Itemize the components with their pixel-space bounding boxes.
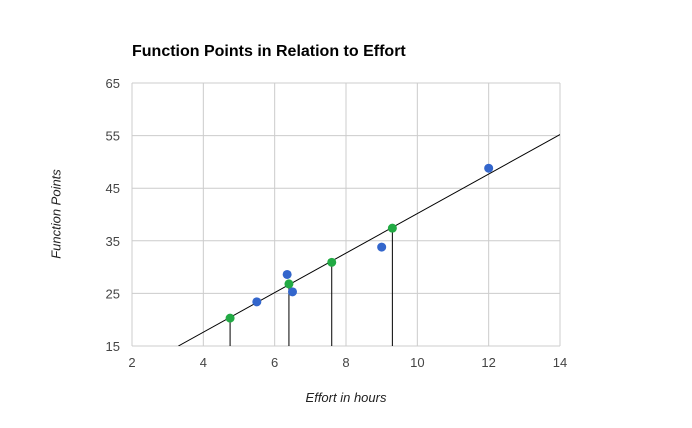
x-axis-label: Effort in hours — [305, 390, 387, 405]
chart-title: Function Points in Relation to Effort — [132, 43, 406, 60]
blue-data-point — [252, 297, 262, 307]
green-data-point — [225, 313, 235, 323]
y-axis-label: Function Points — [48, 169, 64, 259]
y-tick-label: 25 — [106, 286, 120, 301]
y-tick-label: 45 — [106, 181, 120, 196]
y-tick-label: 55 — [106, 129, 120, 144]
trendline — [178, 134, 560, 346]
blue-data-point — [288, 287, 297, 297]
green-data-point — [284, 279, 294, 289]
green-data-point — [387, 223, 397, 233]
x-tick-label: 12 — [481, 355, 495, 370]
x-tick-label: 14 — [553, 355, 567, 370]
y-tick-label: 65 — [106, 76, 120, 91]
x-tick-label: 8 — [342, 355, 349, 370]
blue-data-point — [282, 269, 292, 279]
y-tick-label: 15 — [106, 339, 120, 354]
blue-data-point — [484, 163, 494, 173]
blue-data-point — [377, 242, 387, 252]
x-tick-label: 4 — [200, 355, 207, 370]
green-data-point — [327, 257, 337, 267]
x-tick-label: 10 — [410, 355, 424, 370]
y-tick-label: 35 — [106, 234, 120, 249]
x-tick-label: 2 — [128, 355, 135, 370]
x-tick-label: 6 — [271, 355, 278, 370]
